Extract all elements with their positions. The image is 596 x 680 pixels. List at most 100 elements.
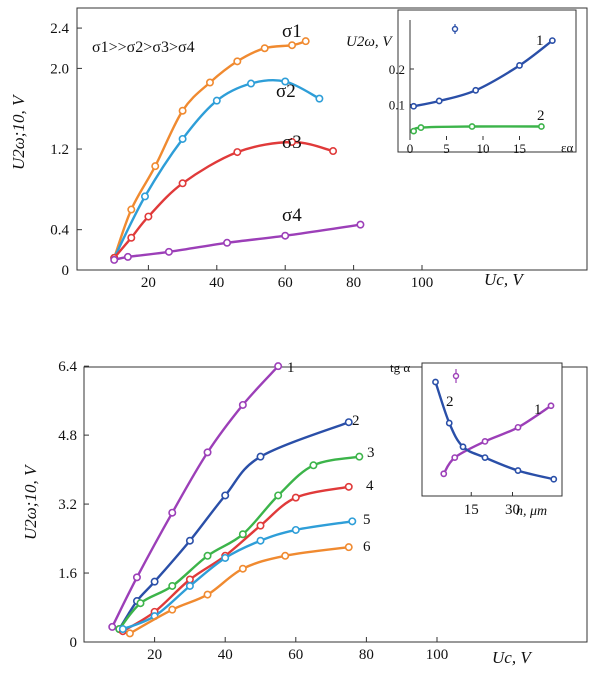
bottom-inset-series-point-2-3 (459, 443, 467, 451)
bottom-ytick-label-2: 3.2 (58, 497, 77, 513)
bottom-inset-xtick-label-1: 15 (464, 502, 479, 518)
bottom-x-axis-title: Uc, V (492, 648, 533, 667)
top-inset-xtick-label-2: 5 (443, 141, 450, 156)
top-inset-series-point-2-4 (538, 123, 545, 130)
top-series-point-3-5 (233, 148, 242, 157)
bottom-series-label-6: 6 (363, 539, 371, 555)
top-series-point-4-4 (223, 238, 232, 247)
top-y-axis-title: U2ω;10, V (9, 93, 28, 170)
top-series-point-2-4 (212, 96, 221, 105)
bottom-series-point-1-2 (132, 573, 141, 582)
top-inset-ytick-label-1: 0.1 (389, 98, 405, 113)
bottom-series-point-1-5 (238, 400, 247, 409)
top-series-point-2-5 (247, 79, 256, 88)
top-inset-frame (397, 9, 577, 153)
top-xtick-label-4: 80 (346, 275, 361, 291)
bottom-chart: 20 40 60 80 100 1.6 3.2 4.8 6.4 0 1 2 3 4 5 6 Uc,… (21, 359, 588, 667)
bottom-series-point-6-3 (203, 590, 212, 599)
bottom-series-point-6-5 (281, 551, 290, 560)
bottom-xtick-label-2: 40 (218, 647, 233, 663)
top-inset-series-point-2-2 (417, 124, 425, 131)
bottom-inset-xtick-label-2: 30 (505, 502, 520, 518)
top-series-line-1 (113, 40, 307, 259)
bottom-inset: 15 30 tg α h, μm 1 2 (390, 360, 563, 519)
bottom-series-point-4-6 (291, 493, 300, 502)
bottom-series-label-1: 1 (287, 360, 295, 376)
top-ytick-label-1: 0.4 (50, 223, 69, 239)
bottom-series-label-3: 3 (367, 445, 375, 461)
bottom-series-point-5-1 (118, 625, 127, 634)
top-axis-ticks: 20 40 60 80 100 0.4 1.2 2.0 2.4 0 (50, 21, 433, 291)
bottom-series-point-5-3 (185, 581, 194, 590)
bottom-ytick-label-zero: 0 (70, 635, 78, 651)
bottom-inset-series-point-2-5 (514, 467, 522, 474)
bottom-inset-series-point-1-2 (451, 454, 459, 461)
top-series-label-s3: σ3 (282, 132, 302, 153)
top-xtick-label-1: 20 (141, 275, 156, 291)
top-xtick-label-2: 40 (209, 275, 224, 291)
top-xtick-label-5: 100 (411, 275, 434, 291)
top-series-point-4-5 (281, 231, 290, 240)
bottom-series-point-4-5 (256, 521, 265, 530)
top-ytick-label-3: 2.0 (50, 61, 69, 77)
top-series-point-2-3 (178, 134, 187, 143)
bottom-series-point-1-3 (168, 508, 177, 517)
bottom-series-label-2: 2 (352, 413, 360, 429)
top-series-point-1-6 (233, 57, 242, 66)
bottom-series-point-5-7 (348, 517, 357, 526)
top-inset-series-group (410, 37, 556, 135)
bottom-series-point-6-4 (238, 564, 247, 573)
top-series-point-1-9 (301, 37, 310, 46)
bottom-series-point-3-3 (168, 581, 177, 590)
top-series-label-s4: σ4 (282, 205, 302, 226)
top-xtick-label-3: 60 (278, 275, 293, 291)
bottom-inset-label-2: 2 (446, 394, 454, 410)
bottom-series-point-2-7 (344, 418, 353, 427)
top-inset-xtick-label-4: 15 (513, 141, 526, 156)
bottom-series-point-2-3 (150, 577, 159, 586)
top-inset-xtick-label-3: 10 (477, 141, 490, 156)
bottom-series-point-3-7 (309, 461, 318, 470)
top-series-point-3-4 (178, 179, 187, 188)
bottom-series-point-4-7 (344, 482, 353, 491)
bottom-series-point-1-6 (274, 362, 283, 371)
top-series-point-4-3 (164, 247, 173, 256)
bottom-series-point-1-4 (203, 448, 212, 457)
bottom-inset-series-group (432, 378, 558, 483)
top-inset-series-point-1-3 (472, 86, 480, 94)
top-inset-x-title: εα (561, 140, 573, 155)
top-x-axis-title: Uc, V (484, 270, 525, 289)
bottom-inset-series-point-1-4 (514, 423, 522, 431)
top-series-point-3-2 (127, 233, 136, 242)
top-series-point-1-4 (178, 106, 187, 115)
top-ytick-label-2: 1.2 (50, 142, 69, 158)
top-inset-xtick-label-1: 0 (407, 141, 414, 156)
top-series-line-2 (113, 78, 320, 259)
top-inset-y-title: U2ω, V (346, 34, 393, 50)
top-series-point-1-8 (288, 41, 297, 50)
top-plot-frame (76, 7, 588, 271)
top-series-point-2-2 (140, 192, 149, 201)
top-series-group (110, 37, 365, 264)
top-inset-series-point-1-1 (410, 102, 418, 110)
bottom-axis-ticks: 20 40 60 80 100 1.6 3.2 4.8 6.4 0 (58, 359, 448, 663)
bottom-inset-error-bar-marker (452, 369, 460, 383)
bottom-ytick-label-1: 1.6 (58, 566, 77, 582)
top-inset-series-point-2-1 (410, 127, 418, 135)
bottom-inset-series-point-2-4 (481, 454, 489, 461)
bottom-series-point-3-8 (355, 452, 364, 461)
bottom-inset-series-point-2-6 (550, 475, 558, 483)
bottom-xtick-label-5: 100 (426, 647, 449, 663)
bottom-series-label-4: 4 (366, 478, 374, 494)
bottom-series-point-6-2 (168, 605, 177, 614)
top-series-line-3 (113, 140, 334, 259)
bottom-series-point-1-1 (108, 622, 117, 631)
bottom-inset-series-point-2-1 (432, 378, 439, 386)
top-series-point-1-2 (127, 205, 136, 214)
top-ytick-label-zero: 0 (62, 263, 70, 279)
top-series-point-2-7 (315, 94, 324, 103)
top-inset-error-bar-marker (451, 24, 459, 34)
top-series-point-1-7 (260, 44, 269, 53)
